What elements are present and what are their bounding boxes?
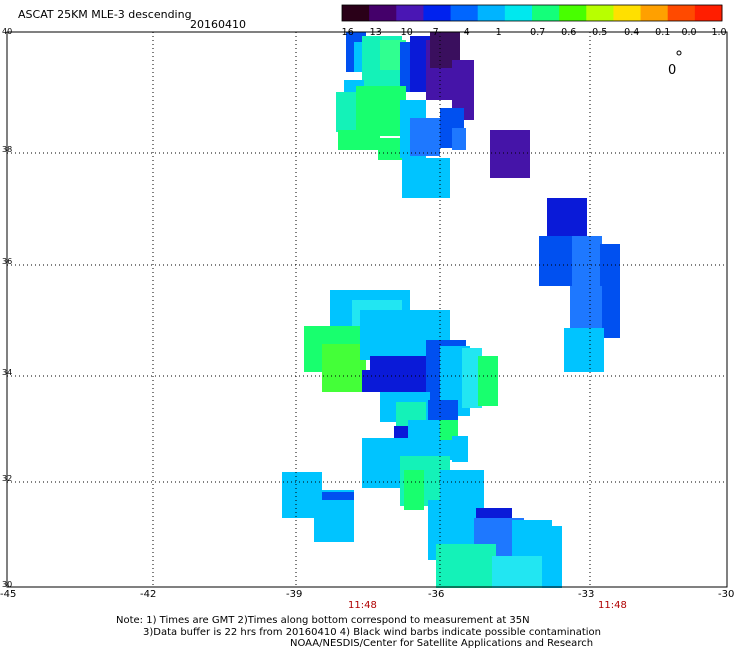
time-label: 11:48 xyxy=(348,600,377,611)
wind-cell xyxy=(362,370,392,392)
wind-cell xyxy=(600,244,620,338)
wind-cell xyxy=(356,86,406,136)
colorbar-swatch xyxy=(613,5,642,21)
wind-cell xyxy=(322,492,354,500)
colorbar-swatch xyxy=(586,5,614,21)
colorbar-swatch xyxy=(640,5,669,21)
y-axis-label: 36 xyxy=(2,257,13,266)
y-axis-label: 40 xyxy=(2,27,13,36)
y-axis-label: 38 xyxy=(2,145,13,154)
x-axis-label: -39 xyxy=(286,589,303,600)
wind-cell xyxy=(570,286,602,336)
wind-cell xyxy=(492,556,542,588)
colorbar-swatch xyxy=(504,5,533,21)
wind-cell xyxy=(410,118,440,156)
x-axis-label: -30 xyxy=(718,589,735,600)
note-line-2: 3)Data buffer is 22 hrs from 20160410 4)… xyxy=(143,627,601,638)
plot-frame xyxy=(6,31,728,588)
wind-cell xyxy=(436,544,496,588)
x-axis-label: -45 xyxy=(0,589,17,600)
wind-cell xyxy=(402,158,450,198)
colorbar-swatch xyxy=(667,5,696,21)
colorbar-label: -0.1 xyxy=(651,27,671,38)
colorbar xyxy=(341,4,723,22)
wind-cell xyxy=(490,130,530,178)
y-axis-label: 32 xyxy=(2,474,13,483)
colorbar-label: -10 xyxy=(397,27,413,38)
legend-symbol: 0 xyxy=(668,63,676,78)
wind-cell xyxy=(452,128,466,150)
data-swath xyxy=(282,32,620,588)
colorbar-swatch xyxy=(450,5,479,21)
colorbar-swatch xyxy=(369,5,397,21)
wind-cell xyxy=(440,420,458,440)
y-axis-label: 34 xyxy=(2,368,13,377)
map-title: ASCAT 25KM MLE-3 descending xyxy=(18,8,192,21)
time-label: 11:48 xyxy=(598,600,627,611)
colorbar-label: -0.4 xyxy=(620,27,640,38)
colorbar-label: -4 xyxy=(460,27,470,38)
wind-barb-legend-icon: 0 xyxy=(668,50,682,78)
wind-cell xyxy=(428,400,458,420)
wind-cell xyxy=(404,470,424,510)
colorbar-label: -13 xyxy=(366,27,382,38)
colorbar-label: -0.5 xyxy=(588,27,608,38)
wind-cell xyxy=(452,60,474,120)
colorbar-label: 0.0 xyxy=(681,27,697,38)
colorbar-swatch xyxy=(396,5,424,21)
colorbar-label: -7 xyxy=(429,27,439,38)
wind-cell xyxy=(564,328,604,372)
x-axis-label: -42 xyxy=(140,589,157,600)
colorbar-label: -16 xyxy=(338,27,354,38)
colorbar-border xyxy=(341,4,723,22)
wind-cell xyxy=(378,138,402,160)
map-date: 20160410 xyxy=(190,18,246,31)
lat-lon-grid xyxy=(7,32,727,587)
colorbar-swatch xyxy=(342,5,370,21)
x-axis-label: -33 xyxy=(578,589,595,600)
note-line-1: Note: 1) Times are GMT 2)Times along bot… xyxy=(116,615,530,626)
y-axis-label: 30 xyxy=(2,580,13,589)
wind-cell xyxy=(547,198,587,238)
colorbar-swatch xyxy=(532,5,560,21)
wind-cell xyxy=(540,526,562,588)
wind-cell xyxy=(478,356,498,406)
colorbar-swatch xyxy=(694,5,723,21)
colorbar-label: -0.7 xyxy=(526,27,546,38)
wind-cell xyxy=(410,36,430,92)
colorbar-label: -1 xyxy=(492,27,502,38)
wind-cell xyxy=(462,348,482,408)
colorbar-swatch xyxy=(559,5,587,21)
colorbar-swatch xyxy=(423,5,452,21)
note-line-3: NOAA/NESDIS/Center for Satellite Applica… xyxy=(290,638,594,649)
colorbar-label: -0.6 xyxy=(557,27,577,38)
wind-cell xyxy=(322,344,366,392)
x-axis-label: -36 xyxy=(428,589,445,600)
colorbar-swatch xyxy=(477,5,506,21)
colorbar-label: 1.0 xyxy=(711,27,727,38)
wind-cell xyxy=(452,436,468,462)
